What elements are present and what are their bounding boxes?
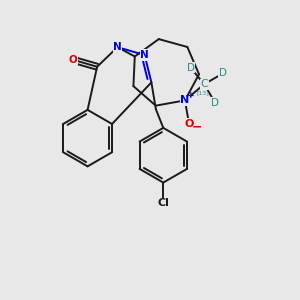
Text: +: + [187,91,195,100]
Text: D: D [211,98,219,108]
Text: −: − [191,120,202,133]
Text: O: O [68,55,77,65]
Text: C: C [200,79,208,89]
Text: N: N [140,50,149,60]
Text: D: D [187,63,194,73]
Text: Cl: Cl [157,198,169,208]
Text: N: N [113,42,122,52]
Text: O: O [184,119,194,129]
Text: N: N [180,95,190,105]
Text: [13]: [13] [196,90,209,95]
Text: D: D [219,68,227,79]
